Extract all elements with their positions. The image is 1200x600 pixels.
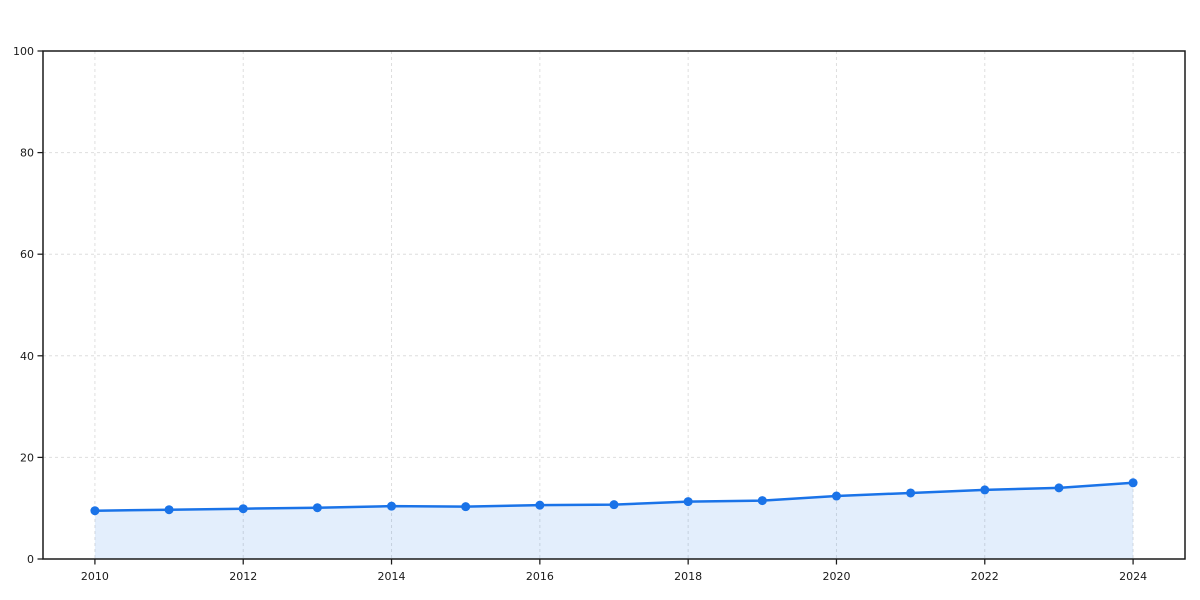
y-tick-label: 0 xyxy=(27,553,34,566)
x-tick-label: 2018 xyxy=(674,570,702,583)
x-tick-label: 2016 xyxy=(526,570,554,583)
x-tick-label: 2014 xyxy=(378,570,406,583)
x-tick-label: 2012 xyxy=(229,570,257,583)
y-tick-label: 80 xyxy=(20,147,34,160)
x-tick-label: 2024 xyxy=(1119,570,1147,583)
data-point xyxy=(535,500,545,510)
y-tick-label: 40 xyxy=(20,350,34,363)
y-tick-label: 20 xyxy=(20,451,34,464)
data-point xyxy=(1128,478,1138,488)
data-point xyxy=(312,503,322,513)
x-tick-label: 2010 xyxy=(81,570,109,583)
plot-frame xyxy=(42,50,1186,560)
data-point xyxy=(831,491,841,501)
data-point xyxy=(906,488,916,498)
data-point xyxy=(238,504,248,514)
data-point xyxy=(609,500,619,510)
area-fill xyxy=(94,482,1134,559)
data-point xyxy=(1054,483,1064,493)
data-point xyxy=(461,502,471,512)
data-point xyxy=(980,485,990,495)
data-point xyxy=(387,501,397,511)
data-point xyxy=(683,497,693,507)
y-tick-label: 60 xyxy=(20,248,34,261)
data-point xyxy=(90,506,100,516)
x-tick-label: 2022 xyxy=(971,570,999,583)
y-tick-label: 100 xyxy=(13,45,34,58)
data-point xyxy=(757,496,767,506)
data-point xyxy=(164,505,174,515)
x-tick-label: 2020 xyxy=(822,570,850,583)
